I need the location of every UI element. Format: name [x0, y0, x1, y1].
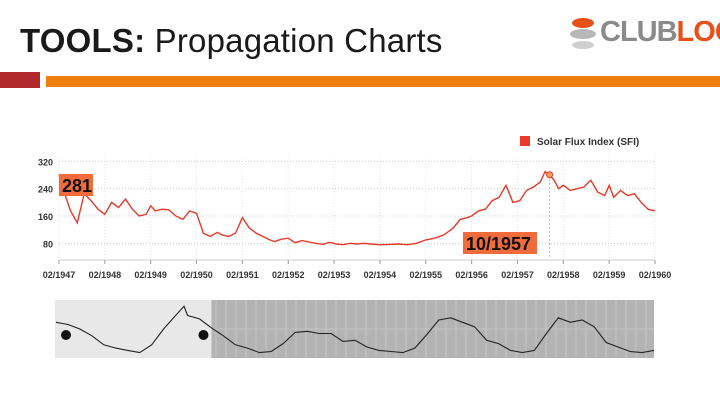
highlighted-data-point[interactable] — [546, 171, 554, 179]
page-title: TOOLS: Propagation Charts — [20, 22, 443, 60]
legend-label: Solar Flux Index (SFI) — [537, 137, 639, 148]
x-tick-label: 02/1950 — [180, 270, 213, 280]
x-tick-label: 02/1948 — [89, 270, 122, 280]
x-tick-label: 02/1953 — [318, 270, 351, 280]
logo-club-text: CLUB — [600, 16, 678, 48]
accent-red-bar — [0, 72, 40, 88]
navigator-right-handle-icon[interactable] — [198, 330, 209, 340]
x-tick-label: 02/1954 — [364, 270, 397, 280]
page-title-bold: TOOLS: — [20, 22, 146, 59]
y-tick-label: 80 — [43, 239, 53, 249]
y-tick-label: 240 — [38, 185, 53, 195]
accent-orange-bar — [46, 76, 720, 87]
logo-wordmark: CLUBLOG — [600, 16, 720, 49]
x-tick-label: 02/1956 — [455, 270, 488, 280]
legend-swatch — [520, 136, 530, 146]
x-tick-label: 02/1951 — [226, 270, 259, 280]
y-tick-label: 320 — [38, 157, 53, 167]
navigator-series-line — [55, 305, 655, 354]
y-axis-ticks: 320 240 160 80 — [38, 157, 53, 249]
x-tick-label: 02/1959 — [593, 270, 626, 280]
logo-log-text: LOG — [676, 16, 720, 48]
value-callout-text: 281 — [62, 176, 92, 196]
x-tick-label: 02/1952 — [272, 270, 305, 280]
y-tick-label: 160 — [38, 212, 53, 222]
sfi-line-chart: 320 240 160 80 02/1947 02/1948 02/1949 02/1950… — [38, 136, 672, 280]
sfi-series-line — [58, 170, 656, 246]
page-title-rest: Propagation Charts — [154, 22, 443, 59]
overview-navigator-chart[interactable] — [0, 298, 720, 360]
x-tick-label: 02/1947 — [43, 270, 76, 280]
value-callout: 281 — [59, 174, 93, 196]
navigator-left-handle-icon[interactable] — [61, 330, 71, 340]
date-callout-text: 10/1957 — [466, 234, 531, 254]
x-tick-label: 02/1955 — [409, 270, 442, 280]
logo-swirl-icon — [570, 18, 596, 49]
x-tick-label: 02/1949 — [134, 270, 167, 280]
clublog-logo: CLUBLOG — [568, 14, 720, 52]
x-tick-label: 02/1957 — [501, 270, 534, 280]
x-axis-ticks: 02/1947 02/1948 02/1949 02/1950 02/1951 02/19… — [43, 260, 672, 280]
chart-legend: Solar Flux Index (SFI) — [520, 136, 639, 148]
date-callout: 10/1957 — [463, 232, 537, 254]
x-tick-label: 02/1958 — [547, 270, 580, 280]
x-tick-label: 02/1960 — [639, 270, 672, 280]
